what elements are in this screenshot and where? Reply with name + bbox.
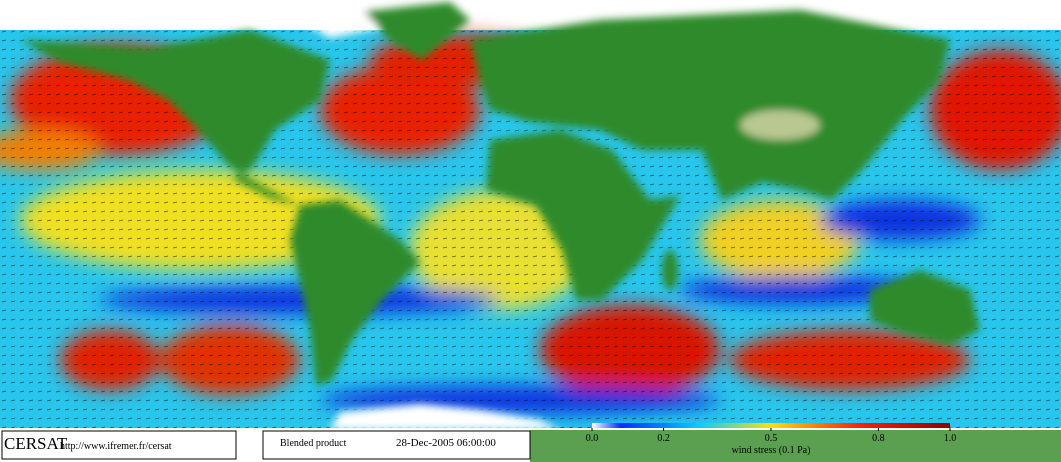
colorbar-ticks: 0.0 0.2 0.5 0.8 1.0 [586, 428, 957, 444]
footer-land [530, 430, 1061, 462]
colorbar-tick-label: 1.0 [944, 433, 957, 444]
colorbar-tick-label: 0.8 [872, 433, 885, 444]
colorbar-tick-label: 0.0 [586, 433, 599, 444]
logo-box [1, 430, 237, 460]
land [20, 2, 980, 430]
product-box [262, 430, 531, 460]
url: http://www.ifremer.fr/cersat [60, 441, 172, 452]
colorbar-tick-label: 0.5 [765, 433, 778, 444]
colorbar [592, 423, 950, 428]
colorbar-tick-label: 0.2 [657, 433, 670, 444]
product-date: 28-Dec-2005 06:00:00 [396, 437, 496, 449]
product-name: Blended product [280, 438, 347, 449]
logo: CERSAT [4, 434, 68, 453]
colorbar-label: wind stress (0.1 Pa) [732, 445, 811, 456]
